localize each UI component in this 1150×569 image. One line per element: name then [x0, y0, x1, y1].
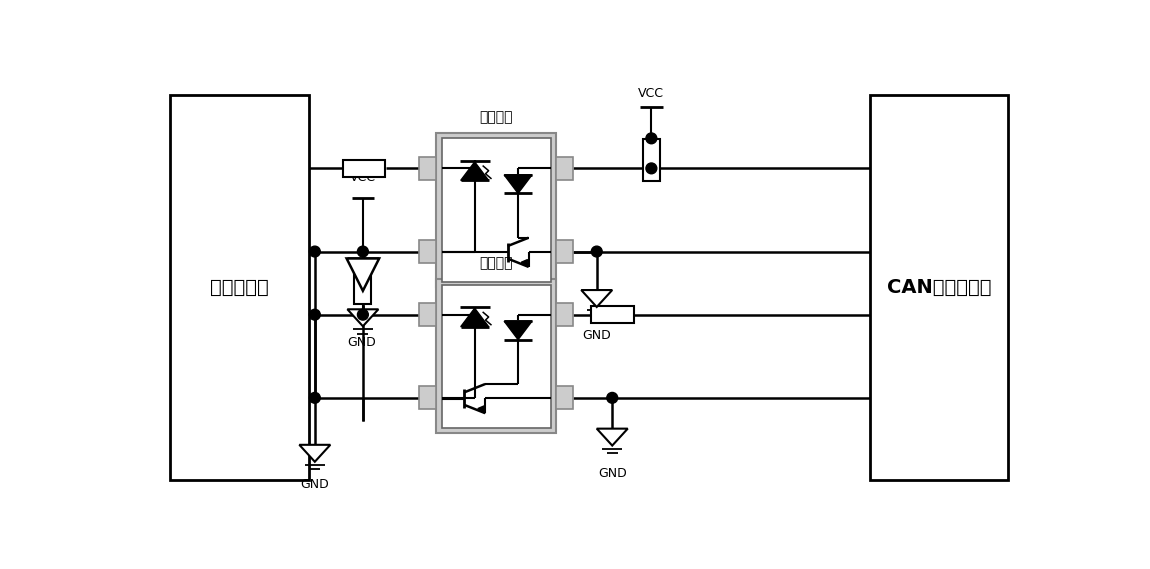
Bar	[442, 138, 551, 282]
Circle shape	[358, 246, 368, 257]
Circle shape	[309, 393, 320, 403]
Bar	[420, 240, 436, 263]
Bar	[643, 139, 660, 181]
Polygon shape	[477, 406, 485, 413]
Polygon shape	[504, 321, 532, 340]
Circle shape	[646, 133, 657, 144]
Text: VCC: VCC	[350, 171, 376, 184]
Polygon shape	[299, 445, 330, 462]
Polygon shape	[347, 310, 378, 326]
Text: GND: GND	[582, 328, 611, 341]
Circle shape	[309, 310, 320, 320]
Text: VCC: VCC	[638, 87, 665, 100]
Bar	[436, 279, 557, 433]
Bar	[420, 386, 436, 409]
Text: 高速光耦: 高速光耦	[480, 110, 513, 123]
Bar	[343, 160, 385, 177]
Bar	[557, 240, 574, 263]
Bar	[557, 386, 574, 409]
Text: GND: GND	[300, 478, 329, 491]
Polygon shape	[346, 258, 380, 291]
Bar	[420, 303, 436, 326]
Circle shape	[607, 393, 618, 403]
Bar	[420, 157, 436, 180]
Bar	[557, 303, 574, 326]
Text: 高速光耦: 高速光耦	[480, 256, 513, 270]
Circle shape	[309, 246, 320, 257]
Bar	[170, 94, 308, 480]
Bar	[557, 157, 574, 180]
Polygon shape	[521, 259, 529, 267]
Bar	[354, 262, 371, 304]
Text: GND: GND	[598, 467, 627, 480]
Text: 数字逻辑器: 数字逻辑器	[210, 278, 269, 297]
Bar	[436, 133, 557, 287]
Polygon shape	[461, 162, 489, 180]
Circle shape	[358, 310, 368, 320]
Bar	[591, 306, 634, 323]
Text: GND: GND	[347, 336, 376, 349]
Circle shape	[646, 163, 657, 174]
Bar	[871, 94, 1009, 480]
Polygon shape	[461, 308, 489, 327]
Text: CAN总线收发器: CAN总线收发器	[887, 278, 991, 297]
Bar	[442, 284, 551, 428]
Polygon shape	[504, 175, 532, 193]
Polygon shape	[597, 428, 628, 446]
Circle shape	[591, 246, 603, 257]
Polygon shape	[581, 290, 612, 307]
